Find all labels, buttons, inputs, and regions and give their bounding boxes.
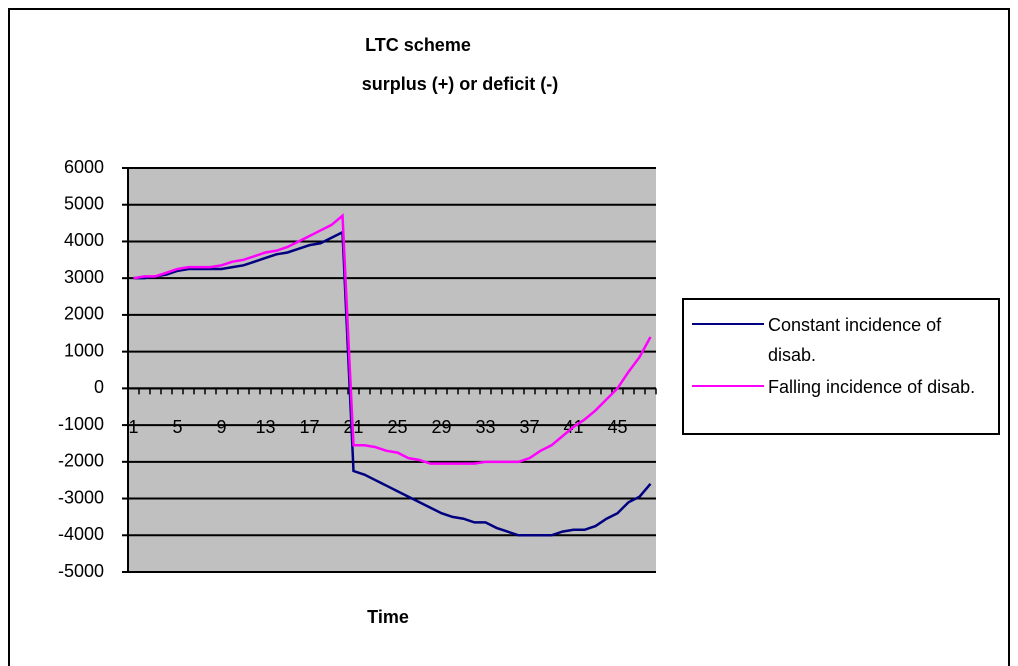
x-tick-label: 9 <box>216 417 226 437</box>
x-tick-label: 1 <box>128 417 138 437</box>
x-tick-label: 45 <box>607 417 627 437</box>
x-tick-label: 33 <box>475 417 495 437</box>
chart-title: LTC scheme <box>365 35 471 55</box>
x-tick-label: 13 <box>255 417 275 437</box>
x-tick-label: 29 <box>431 417 451 437</box>
y-tick-label: -5000 <box>58 561 104 581</box>
x-axis-label: Time <box>367 607 409 627</box>
y-tick-label: 4000 <box>64 230 104 250</box>
x-tick-label: 17 <box>299 417 319 437</box>
series-line <box>133 230 652 537</box>
y-tick-label: -4000 <box>58 524 104 544</box>
y-tick-label: 2000 <box>64 304 104 324</box>
legend-entry: Constant incidence of disab. <box>684 310 998 370</box>
legend: Constant incidence of disab. Falling inci… <box>682 298 1000 435</box>
legend-label: Constant incidence of disab. <box>768 315 942 365</box>
legend-label: Falling incidence of disab. <box>768 377 976 397</box>
x-tick-label: 5 <box>172 417 182 437</box>
y-tick-label: 1000 <box>64 340 104 360</box>
series-line <box>133 213 652 465</box>
plot-area <box>128 168 656 572</box>
y-tick-label: -2000 <box>58 451 104 471</box>
legend-swatch <box>692 385 764 387</box>
y-tick-label: 5000 <box>64 193 104 213</box>
y-tick-label: -3000 <box>58 487 104 507</box>
chart-border <box>8 8 1010 666</box>
y-tick-label: 6000 <box>64 157 104 177</box>
y-tick-label: 0 <box>94 377 104 397</box>
x-tick-label: 25 <box>387 417 407 437</box>
y-tick-label: -1000 <box>58 414 104 434</box>
legend-entry: Falling incidence of disab. <box>684 372 998 432</box>
y-tick-label: 3000 <box>64 267 104 287</box>
x-tick-label: 37 <box>519 417 539 437</box>
chart-subtitle: surplus (+) or deficit (-) <box>362 74 559 94</box>
legend-swatch <box>692 323 764 325</box>
